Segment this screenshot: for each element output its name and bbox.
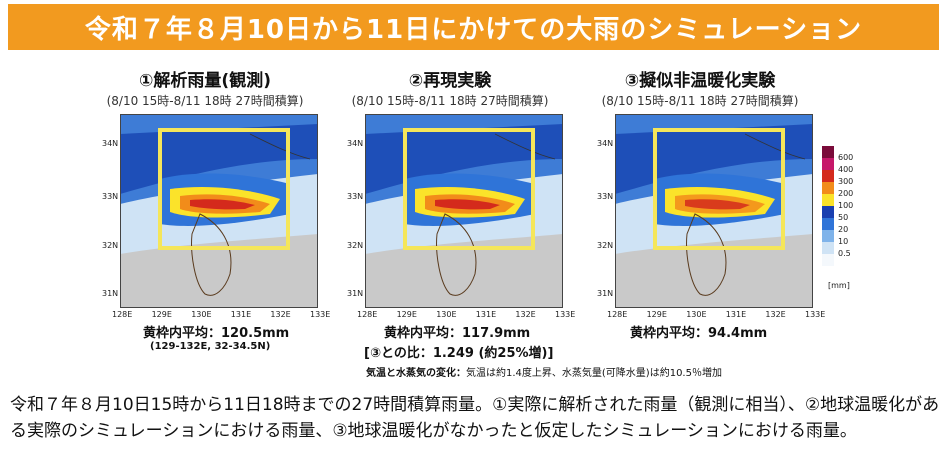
lon-tick-label: 132E: [270, 310, 291, 319]
panel-title: ①解析雨量(観測): [139, 71, 271, 91]
lon-tick-label: 133E: [310, 310, 331, 319]
lon-tick-label: 133E: [555, 310, 576, 319]
colorbar-tick-label: 50: [838, 213, 849, 222]
panel-subtitle: (8/10 15時-8/11 18時 27時間積算): [601, 94, 799, 108]
lat-tick-label: 34N: [347, 139, 364, 148]
rain-area: [190, 199, 255, 210]
lon-tick-label: 130E: [191, 310, 212, 319]
average-observed: 黄枠内平均：120.5mm: [143, 326, 290, 341]
lon-tick-label: 129E: [646, 310, 667, 319]
climate-change-note: 気温と水蒸気の変化：気温は約1.4度上昇、水蒸気量(可降水量)は約10.5％増加: [366, 364, 722, 379]
coastline: [436, 213, 477, 296]
lon-tick-label: 128E: [357, 310, 378, 319]
panel-title: ③擬似非温暖化実験: [624, 71, 776, 91]
lat-tick-label: 34N: [102, 139, 119, 148]
lon-tick-label: 129E: [151, 310, 172, 319]
lat-tick-label: 31N: [347, 289, 364, 298]
lat-tick-label: 32N: [347, 241, 364, 250]
colorbar-unit: [mm]: [828, 281, 850, 290]
lat-tick-label: 31N: [597, 289, 614, 298]
lon-tick-label: 128E: [607, 310, 628, 319]
coastline: [494, 133, 556, 160]
lon-tick-label: 128E: [112, 310, 133, 319]
lat-tick-label: 32N: [102, 241, 119, 250]
lon-tick-label: 130E: [436, 310, 457, 319]
rain-area: [685, 199, 750, 210]
colorbar-segment: [822, 146, 834, 158]
map-canvas: [615, 114, 813, 308]
panel-subtitle: (8/10 15時-8/11 18時 27時間積算): [106, 94, 304, 108]
colorbar-segment: [822, 206, 834, 218]
lon-tick-label: 131E: [475, 310, 497, 319]
map-border: [365, 114, 563, 308]
change-label: 気温と水蒸気の変化：: [366, 368, 466, 379]
colorbar-segment: [822, 242, 834, 254]
coastline: [191, 213, 232, 296]
lon-tick-label: 133E: [805, 310, 826, 319]
rainfall-map: [615, 114, 813, 308]
rainfall-map: [365, 114, 563, 308]
change-text: 気温は約1.4度上昇、水蒸気量(可降水量)は約10.5％増加: [466, 368, 722, 379]
yellow-frame: [403, 128, 535, 250]
lon-tick-label: 132E: [765, 310, 786, 319]
colorbar-segment: [822, 158, 834, 170]
map-canvas: [120, 114, 318, 308]
colorbar-tick-label: 300: [838, 177, 854, 186]
lat-tick-label: 33N: [597, 192, 614, 201]
map-border: [615, 114, 813, 308]
rain-area: [615, 124, 813, 194]
comparison-ratio: [③との比：1.249 (約25%増)]: [364, 346, 554, 361]
title-banner: 令和７年８月10日から11日にかけての大雨のシミュレーション: [8, 4, 939, 50]
panel-title: ②再現実験: [408, 71, 492, 91]
colorbar-tick-label: 0.5: [838, 249, 851, 258]
lat-tick-label: 33N: [347, 192, 364, 201]
average-reproduction: 黄枠内平均：117.9mm: [384, 326, 531, 341]
lon-tick-label: 129E: [396, 310, 417, 319]
colorbar-segment: [822, 254, 834, 266]
colorbar-tick-label: 600: [838, 153, 854, 162]
colorbar-segment: [822, 182, 834, 194]
rain-area: [120, 124, 318, 194]
colorbar-segment: [822, 194, 834, 206]
colorbar-tick-label: 400: [838, 165, 854, 174]
rain-area: [365, 124, 563, 194]
lat-tick-label: 34N: [597, 139, 614, 148]
map-border: [120, 114, 318, 308]
colorbar-tick-label: 200: [838, 189, 854, 198]
lat-tick-label: 31N: [102, 289, 119, 298]
yellow-frame: [653, 128, 785, 250]
colorbar-segment: [822, 230, 834, 242]
figure-caption: 令和７年８月10日15時から11日18時までの27時間積算雨量。①実際に解析され…: [10, 395, 940, 441]
colorbar-tick-label: 10: [838, 237, 849, 246]
lat-tick-label: 33N: [102, 192, 119, 201]
colorbar-tick-label: 100: [838, 201, 854, 210]
panel-subtitle: (8/10 15時-8/11 18時 27時間積算): [351, 94, 549, 108]
coastline: [249, 133, 311, 160]
banner-title: 令和７年８月10日から11日にかけての大雨のシミュレーション: [84, 14, 863, 45]
lat-tick-label: 32N: [597, 241, 614, 250]
colorbar-segment: [822, 218, 834, 230]
coastline: [686, 213, 727, 296]
rainfall-map: [120, 114, 318, 308]
colorbar-tick-label: 20: [838, 225, 849, 234]
lon-tick-label: 131E: [230, 310, 252, 319]
colorbar: [822, 146, 834, 266]
map-canvas: [365, 114, 563, 308]
lon-tick-label: 130E: [686, 310, 707, 319]
region-note: (129-132E, 32-34.5N): [150, 341, 271, 352]
lon-tick-label: 131E: [725, 310, 747, 319]
average-non-warming: 黄枠内平均：94.4mm: [630, 326, 768, 341]
colorbar-segment: [822, 170, 834, 182]
rain-area: [435, 199, 500, 210]
lon-tick-label: 132E: [515, 310, 536, 319]
coastline: [744, 133, 806, 160]
yellow-frame: [158, 128, 290, 250]
